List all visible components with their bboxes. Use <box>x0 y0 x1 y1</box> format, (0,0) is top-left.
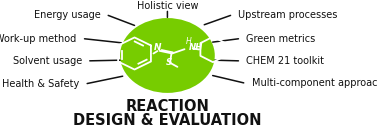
Text: N: N <box>154 43 161 52</box>
Text: Work-up method: Work-up method <box>0 34 77 44</box>
Text: Multi-component approach: Multi-component approach <box>252 78 378 88</box>
Text: Green metrics: Green metrics <box>246 34 316 44</box>
Text: Solvent usage: Solvent usage <box>12 56 82 66</box>
Text: S: S <box>166 58 173 67</box>
Text: REACTION: REACTION <box>125 99 209 114</box>
Ellipse shape <box>120 18 215 93</box>
Text: CHEM 21 toolkit: CHEM 21 toolkit <box>246 56 324 66</box>
Text: NH: NH <box>189 43 203 52</box>
Text: Energy usage: Energy usage <box>34 10 100 20</box>
Text: DESIGN & EVALUATION: DESIGN & EVALUATION <box>73 113 262 128</box>
Text: Health & Safety: Health & Safety <box>2 79 79 89</box>
Text: Upstream processes: Upstream processes <box>239 10 338 20</box>
Text: Holistic view: Holistic view <box>137 1 198 11</box>
Text: H: H <box>185 37 191 46</box>
